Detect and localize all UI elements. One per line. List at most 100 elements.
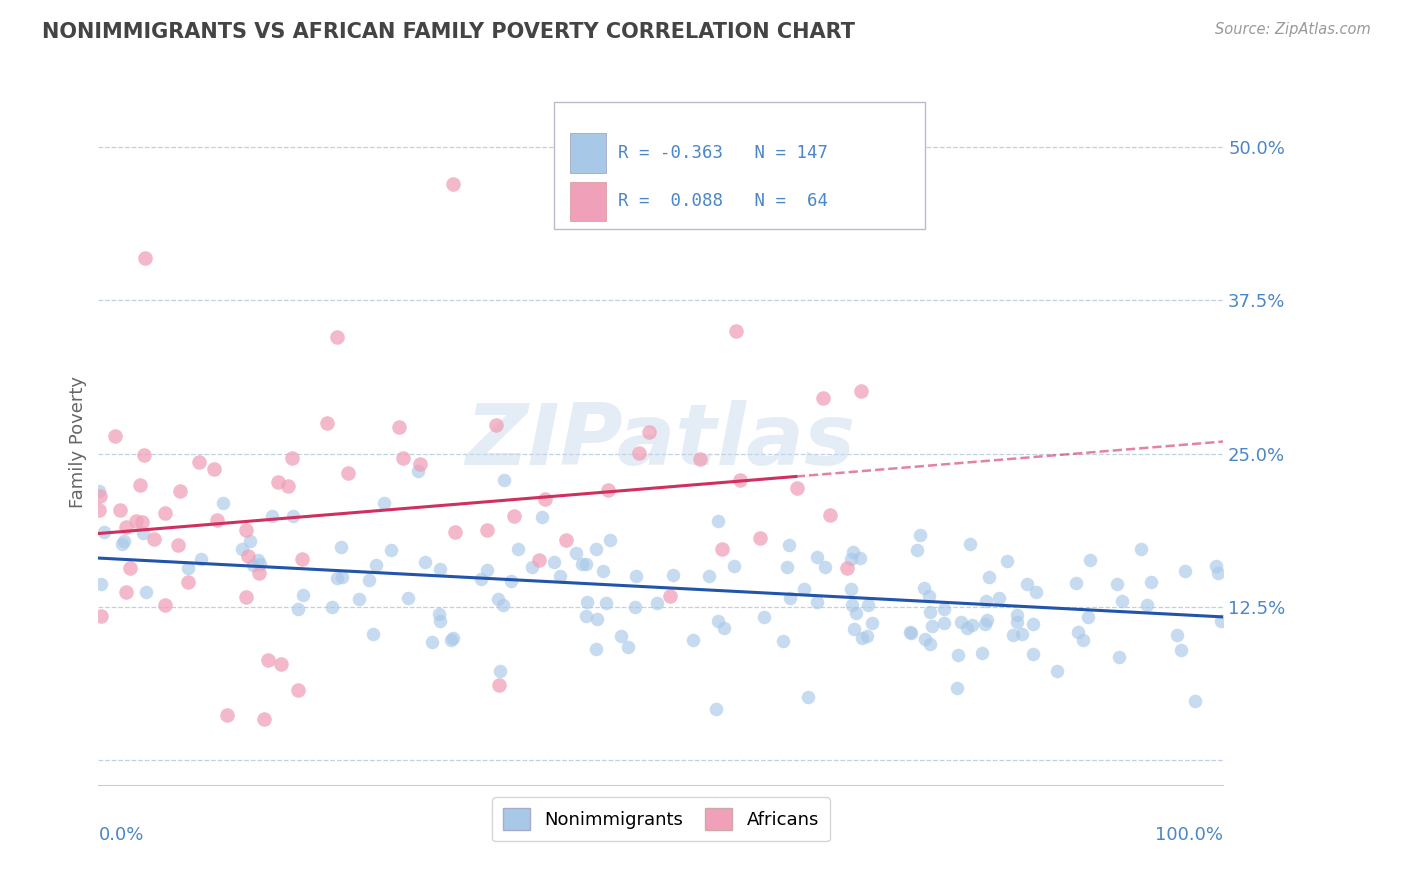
Point — [1011, 626, 1033, 640]
Text: R =  0.088   N =  64: R = 0.088 N = 64 — [619, 192, 828, 211]
FancyBboxPatch shape — [554, 102, 925, 228]
Point — [188, 455, 211, 469]
Point — [627, 446, 650, 460]
Point — [814, 560, 837, 574]
Point — [752, 609, 775, 624]
Point — [1166, 628, 1188, 642]
Point — [134, 251, 156, 265]
Point — [918, 605, 941, 619]
Point — [704, 702, 727, 716]
Point — [1184, 694, 1206, 708]
Point — [543, 555, 565, 569]
Point — [132, 526, 155, 541]
Text: Source: ZipAtlas.com: Source: ZipAtlas.com — [1215, 22, 1371, 37]
Point — [575, 557, 598, 571]
Point — [723, 559, 745, 574]
Point — [441, 177, 464, 191]
Point — [167, 538, 190, 552]
Point — [246, 553, 269, 567]
Point — [115, 585, 138, 599]
Point — [1067, 624, 1090, 639]
Point — [529, 552, 551, 566]
Point — [849, 384, 872, 398]
Point — [270, 657, 292, 672]
FancyBboxPatch shape — [569, 182, 606, 220]
Point — [841, 598, 863, 612]
Point — [662, 567, 685, 582]
Point — [89, 489, 111, 503]
Point — [713, 621, 735, 635]
Point — [844, 622, 866, 636]
Point — [748, 531, 770, 545]
Point — [934, 601, 956, 615]
Point — [257, 653, 280, 667]
Point — [427, 607, 450, 621]
Point — [786, 481, 808, 495]
Point — [554, 533, 576, 548]
Point — [1015, 577, 1038, 591]
Point — [190, 552, 212, 566]
Point — [898, 625, 921, 640]
Point — [1005, 615, 1028, 629]
Point — [135, 584, 157, 599]
FancyBboxPatch shape — [569, 134, 606, 173]
Text: 0.0%: 0.0% — [98, 826, 143, 844]
Point — [409, 457, 432, 471]
Point — [724, 324, 747, 338]
Point — [120, 560, 142, 574]
Point — [905, 542, 928, 557]
Point — [914, 632, 936, 646]
Point — [267, 475, 290, 489]
Point — [626, 569, 648, 583]
Point — [1130, 541, 1153, 556]
Point — [818, 508, 841, 522]
Point — [287, 683, 309, 698]
Point — [329, 540, 352, 554]
Point — [995, 554, 1018, 568]
Point — [835, 561, 858, 575]
Point — [486, 592, 509, 607]
Point — [811, 391, 834, 405]
Point — [413, 555, 436, 569]
Point — [839, 552, 862, 566]
Point — [392, 451, 415, 466]
Point — [778, 537, 800, 551]
Point — [506, 541, 529, 556]
Point — [470, 572, 492, 586]
Point — [316, 416, 339, 430]
Point — [946, 681, 969, 695]
Point — [1025, 585, 1047, 599]
Point — [475, 523, 498, 537]
Text: ZIPatlas: ZIPatlas — [465, 400, 856, 483]
Point — [962, 618, 984, 632]
Point — [988, 591, 1011, 605]
Point — [489, 665, 512, 679]
Point — [235, 523, 257, 537]
Point — [202, 461, 225, 475]
Point — [373, 496, 395, 510]
Point — [429, 615, 451, 629]
Point — [1046, 664, 1069, 678]
Point — [247, 566, 270, 580]
Point — [494, 473, 516, 487]
Point — [177, 560, 200, 574]
Text: 100.0%: 100.0% — [1156, 826, 1223, 844]
Point — [617, 640, 640, 655]
Point — [970, 646, 993, 660]
Point — [710, 542, 733, 557]
Point — [249, 558, 271, 572]
Point — [842, 544, 865, 558]
Point — [492, 599, 515, 613]
Point — [212, 496, 235, 510]
Point — [406, 464, 429, 478]
Point — [851, 631, 873, 645]
Point — [420, 635, 443, 649]
Point — [93, 524, 115, 539]
Point — [806, 595, 828, 609]
Point — [974, 617, 997, 632]
Point — [129, 478, 152, 492]
Y-axis label: Family Poverty: Family Poverty — [69, 376, 87, 508]
Point — [169, 483, 191, 498]
Point — [956, 621, 979, 635]
Point — [499, 574, 522, 589]
